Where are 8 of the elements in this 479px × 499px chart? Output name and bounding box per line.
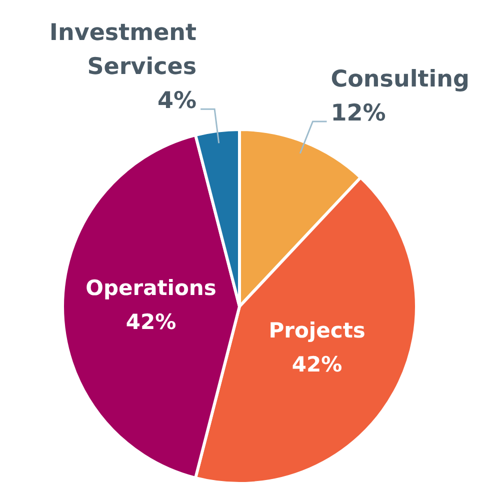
slice-label: Operations [86, 276, 216, 300]
slice-label: Projects [268, 318, 366, 343]
data-label: 42% [292, 352, 342, 377]
slice-label: Investment Services [49, 20, 197, 80]
data-label: 4% [157, 88, 197, 114]
data-label: 12% [330, 100, 386, 127]
data-label: 42% [126, 310, 176, 334]
slice-label: Consulting [330, 66, 470, 93]
